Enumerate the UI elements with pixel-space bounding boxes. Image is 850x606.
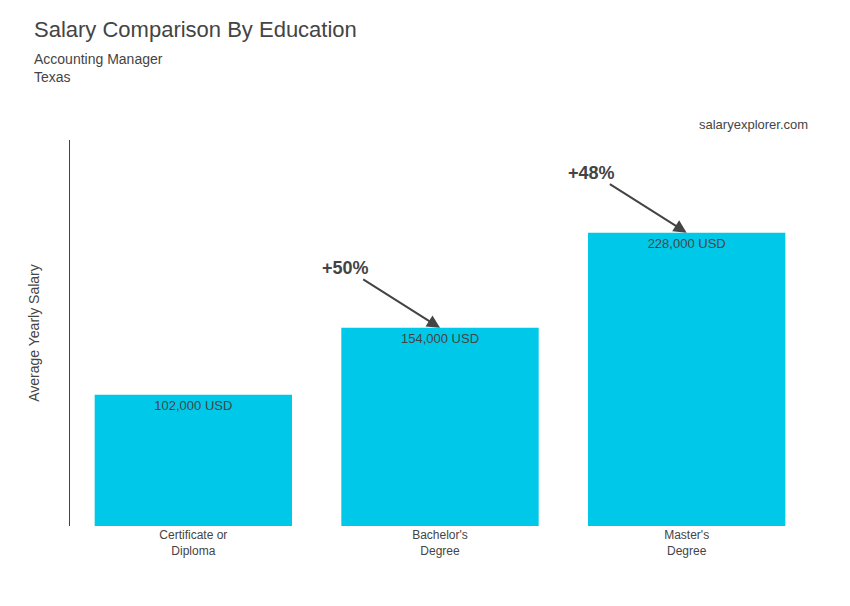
svg-text:+50%: +50% (322, 258, 369, 278)
svg-text:Accounting ManagerTexas: Accounting ManagerTexas (34, 51, 163, 85)
svg-text:Certificate orDiploma: Certificate orDiploma (159, 528, 227, 558)
svg-text:salaryexplorer.com: salaryexplorer.com (699, 117, 808, 132)
svg-text:Bachelor'sDegree: Bachelor'sDegree (412, 528, 468, 558)
svg-text:Master'sDegree: Master'sDegree (664, 528, 709, 558)
svg-text:Average Yearly Salary: Average Yearly Salary (26, 264, 42, 402)
svg-text:154,000 USD: 154,000 USD (401, 331, 479, 346)
svg-text:+48%: +48% (568, 163, 615, 183)
svg-text:102,000 USD: 102,000 USD (154, 398, 232, 413)
svg-text:Salary Comparison By Education: Salary Comparison By Education (34, 17, 357, 42)
svg-text:228,000 USD: 228,000 USD (648, 236, 726, 251)
